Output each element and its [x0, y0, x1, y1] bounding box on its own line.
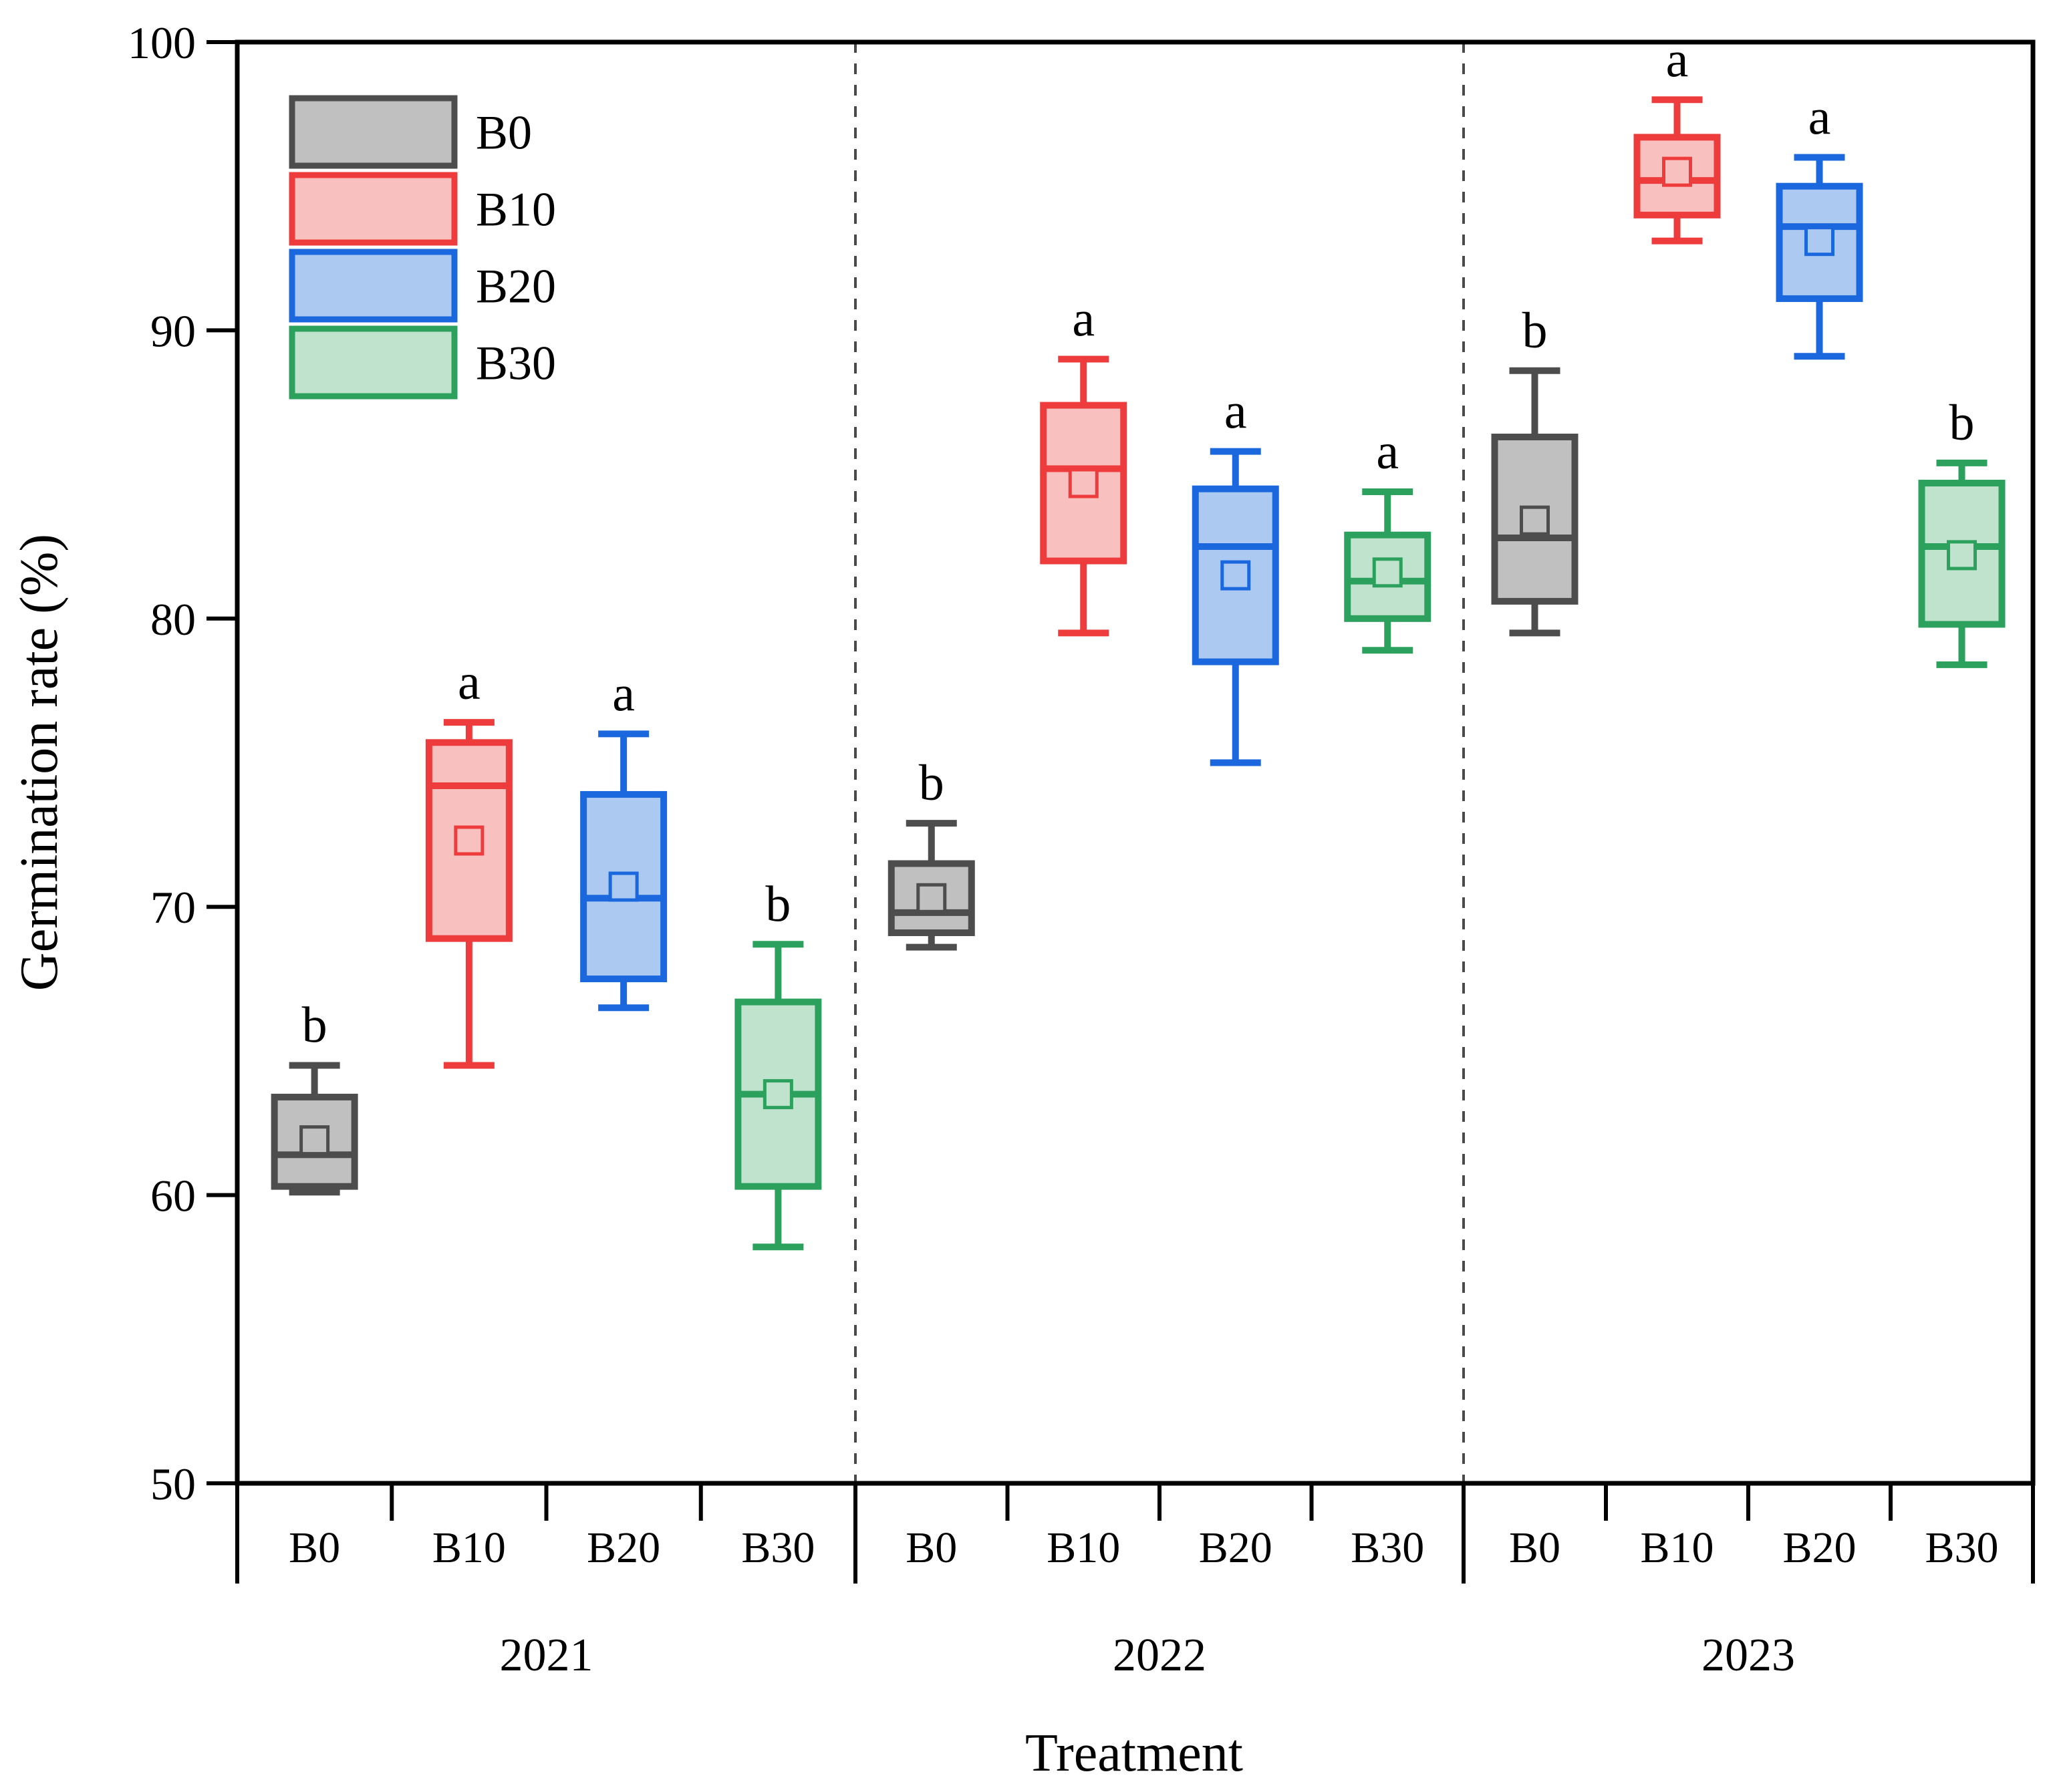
y-tick-label: 80	[150, 594, 196, 645]
box-2022-B0	[887, 820, 975, 951]
mean-marker	[1372, 557, 1403, 588]
plot-frame	[235, 39, 2036, 1486]
box-2023-B0	[1491, 367, 1579, 637]
treatment-tick-label: B10	[432, 1523, 506, 1572]
legend-swatch-B0	[289, 95, 458, 169]
mean-marker	[1662, 156, 1692, 187]
significance-letter: a	[612, 665, 635, 722]
box-2022-B20	[1192, 448, 1279, 766]
legend-label-B0: B0	[476, 106, 532, 160]
box-2021-B0	[271, 1062, 358, 1196]
significance-letter: a	[1808, 90, 1831, 146]
treatment-tick-label: B30	[1351, 1523, 1424, 1572]
significance-letter: b	[765, 876, 791, 932]
significance-letter: a	[1072, 291, 1095, 347]
mean-marker	[1068, 468, 1099, 498]
treatment-tick-label: B0	[906, 1523, 957, 1572]
y-tick-label: 50	[150, 1459, 196, 1509]
year-label: 2021	[500, 1630, 593, 1681]
treatment-tick-label: B30	[741, 1523, 815, 1572]
box-2021-B20	[580, 730, 668, 1012]
legend-label-B20: B20	[476, 260, 556, 313]
significance-letter: b	[1949, 395, 1975, 451]
legend-label-B10: B10	[476, 183, 556, 237]
box-2022-B10	[1040, 355, 1127, 637]
y-tick-label: 90	[150, 305, 196, 356]
box-2021-B10	[425, 719, 513, 1069]
year-label: 2022	[1113, 1630, 1206, 1681]
box-2023-B10	[1633, 96, 1721, 245]
significance-letter: a	[1224, 384, 1247, 440]
year-label: 2023	[1701, 1630, 1795, 1681]
treatment-tick-label: B0	[1509, 1523, 1560, 1572]
mean-marker	[1804, 226, 1834, 257]
treatment-tick-label: B10	[1640, 1523, 1714, 1572]
mean-marker	[1947, 540, 1977, 571]
y-axis-title: Germination rate (%)	[10, 534, 69, 991]
box-2022-B30	[1344, 488, 1431, 654]
mean-marker	[1220, 560, 1251, 591]
treatment-tick-label: B0	[289, 1523, 340, 1572]
treatment-tick-label: B20	[1199, 1523, 1272, 1572]
treatment-tick-label: B10	[1047, 1523, 1120, 1572]
mean-marker	[608, 871, 639, 902]
legend-swatch-B30	[289, 325, 458, 400]
y-tick-label: 60	[150, 1171, 196, 1221]
y-tick-label: 70	[150, 882, 196, 933]
iqr-box	[1776, 182, 1863, 302]
mean-marker	[763, 1079, 793, 1110]
mean-marker	[916, 883, 947, 913]
significance-letter: b	[919, 755, 944, 811]
legend-swatch-B10	[289, 172, 458, 246]
iqr-box	[425, 739, 513, 942]
mean-marker	[1520, 505, 1550, 536]
legend-label-B30: B30	[476, 337, 556, 390]
iqr-box	[1633, 134, 1721, 218]
treatment-tick-label: B20	[1782, 1523, 1856, 1572]
box-2021-B30	[734, 941, 822, 1251]
significance-letter: b	[1522, 303, 1548, 359]
y-tick-label: 100	[128, 17, 196, 68]
box-2023-B20	[1776, 154, 1863, 360]
x-axis-title: Treatment	[1025, 1724, 1243, 1783]
treatment-tick-label: B30	[1925, 1523, 1998, 1572]
mean-marker	[299, 1125, 330, 1156]
significance-letter: a	[1376, 424, 1399, 480]
iqr-box	[271, 1093, 358, 1190]
significance-letter: b	[302, 997, 327, 1053]
mean-marker	[454, 825, 485, 856]
legend-swatch-B20	[289, 249, 458, 323]
box-2023-B30	[1918, 459, 2006, 668]
treatment-tick-label: B20	[587, 1523, 660, 1572]
significance-letter: a	[458, 654, 481, 710]
